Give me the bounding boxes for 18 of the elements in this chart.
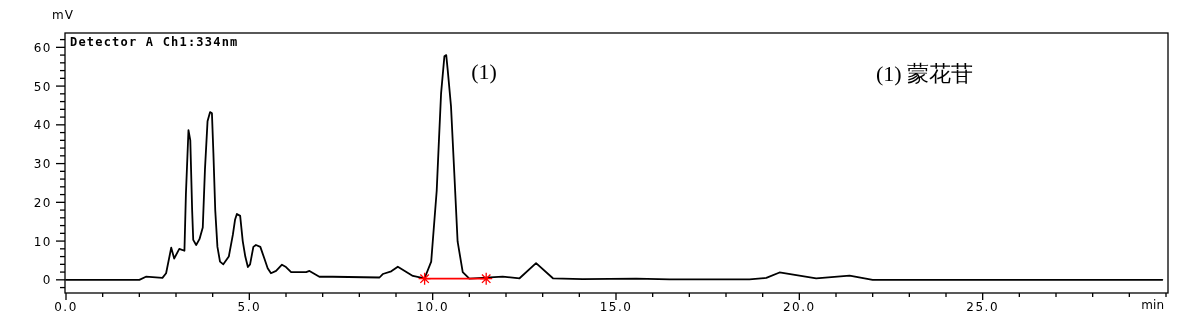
y-tick-label: 20 — [33, 195, 52, 210]
y-tick-label: 10 — [33, 234, 52, 249]
annotation: (1) 蒙花苷 — [876, 61, 974, 86]
y-tick-label: 0 — [42, 273, 52, 288]
x-tick-label: 25.0 — [966, 300, 1000, 314]
y-tick-label: 50 — [33, 79, 52, 94]
x-tick-label: 15.0 — [599, 300, 633, 314]
x-tick-label: 20.0 — [782, 300, 816, 314]
y-tick-label: 40 — [33, 118, 52, 133]
x-tick-label: 10.0 — [416, 300, 450, 314]
x-tick-label: 5.0 — [237, 300, 262, 314]
y-tick-label: 30 — [33, 157, 52, 172]
y-tick-label: 60 — [33, 40, 52, 55]
x-tick-label: 0.0 — [54, 300, 78, 314]
y-axis-title: mV — [52, 8, 74, 22]
chart-title: Detector A Ch1:334nm — [70, 35, 239, 49]
x-axis-title: min — [1141, 298, 1164, 312]
annotation: (1) — [471, 59, 497, 85]
